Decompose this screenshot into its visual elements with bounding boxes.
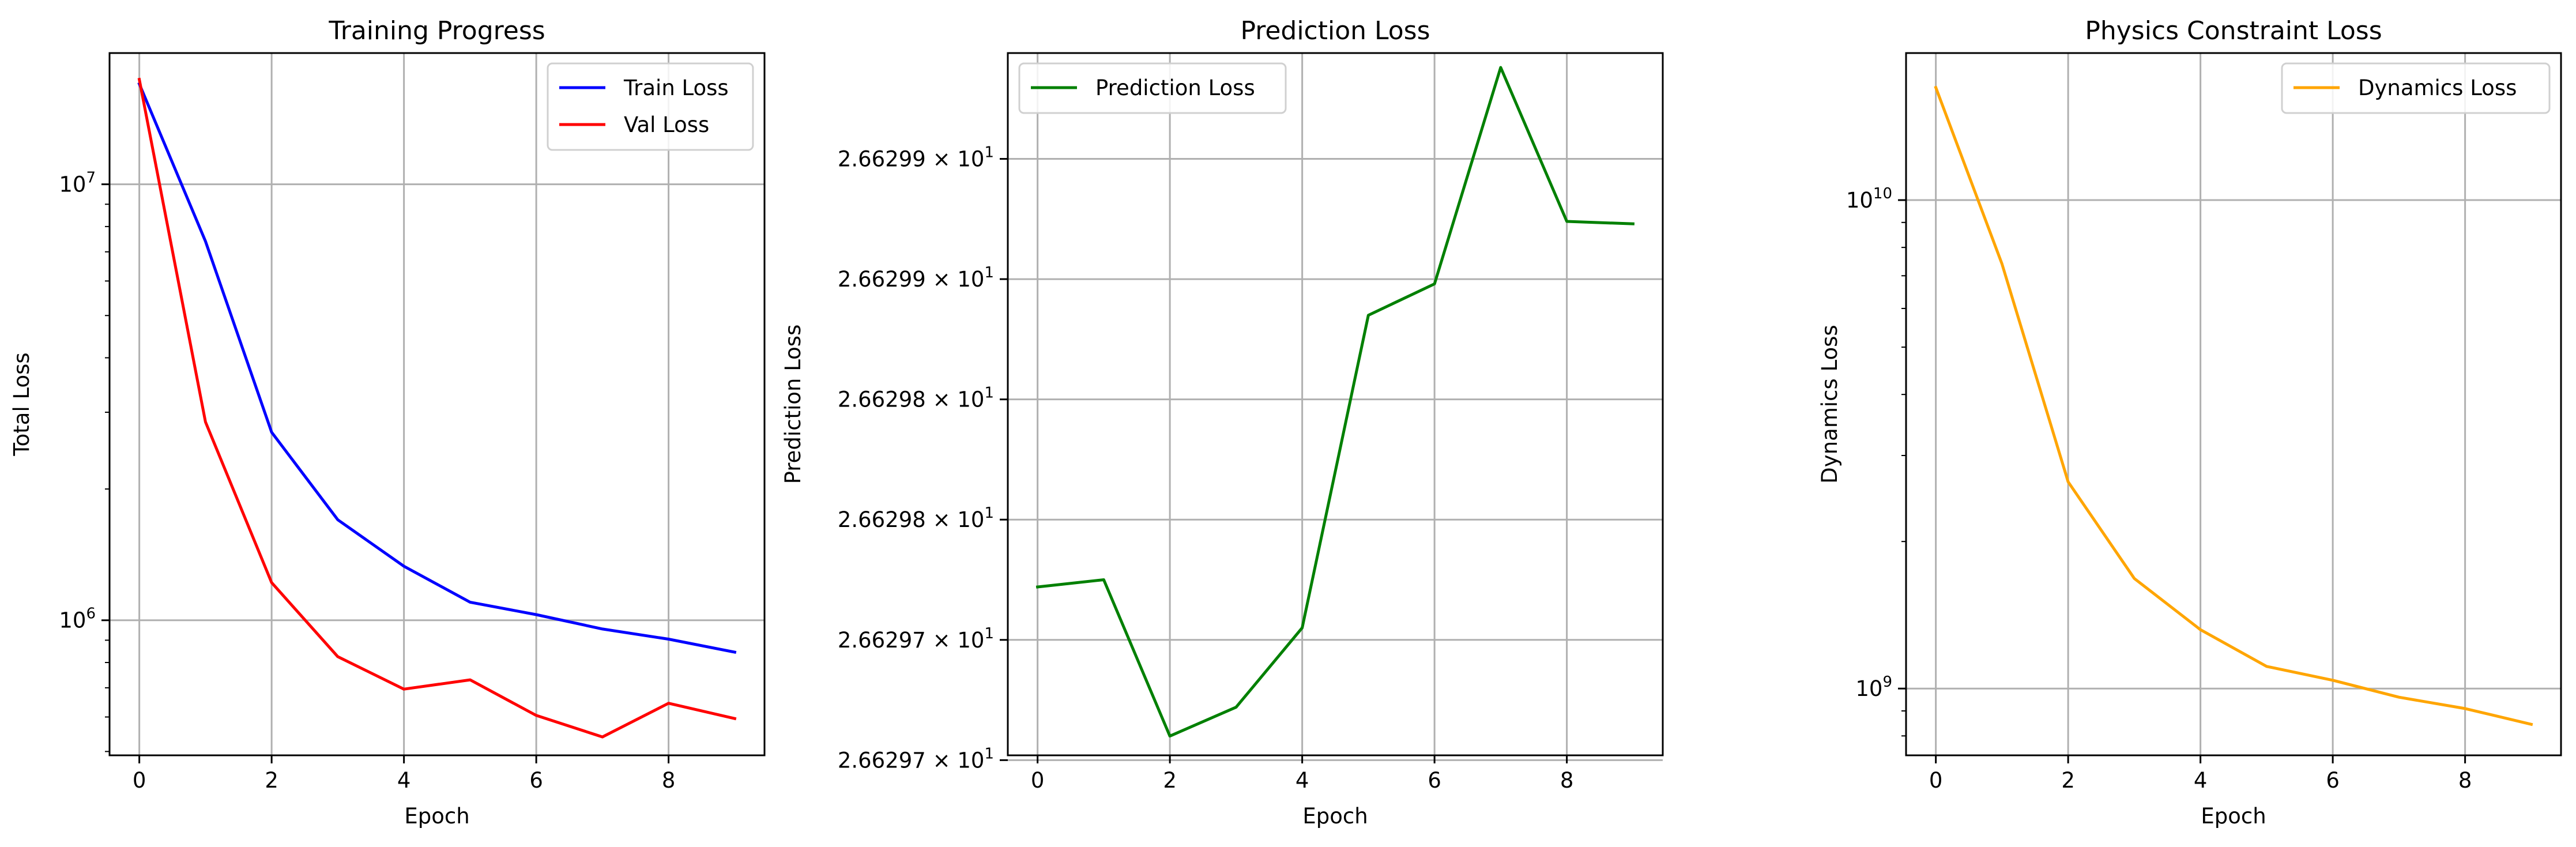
y-axis-label: Total Loss <box>9 352 34 456</box>
legend: Prediction Loss <box>1018 62 1287 114</box>
y-tick-label: 2.66298 × 101 <box>838 505 994 532</box>
x-tick-label: 2 <box>2061 768 2075 793</box>
chart-panel-prediction-loss: 0 2 4 6 8 2.66299 × 101 2.66299 × 101 2.66298 ×… <box>781 16 1664 829</box>
x-tick-label: 0 <box>1031 768 1045 793</box>
chart-title: Training Progress <box>328 16 545 46</box>
legend-box <box>2281 62 2551 114</box>
y-tick-label: 1010 <box>1846 185 1892 213</box>
series-line-val-loss <box>137 77 737 739</box>
x-tick-label: 8 <box>662 768 676 793</box>
chart-panel-physics-constraint-loss: 0 2 4 6 8 1010 109 Physics Constraint Loss Epoch… <box>1817 16 2562 829</box>
x-tick-label: 4 <box>2194 768 2208 793</box>
series-line-dynamics-loss <box>1934 85 2533 726</box>
x-axis-label: Epoch <box>404 804 469 829</box>
y-axis-label: Prediction Loss <box>781 325 805 484</box>
plot-frame <box>108 52 766 756</box>
y-tick-label: 2.66299 × 101 <box>838 264 994 292</box>
x-tick-label: 6 <box>1428 768 1441 793</box>
x-axis-label: Epoch <box>1302 804 1368 829</box>
y-tick-label: 2.66297 × 101 <box>838 745 994 773</box>
legend-box <box>1018 62 1287 114</box>
x-axis-label: Epoch <box>2201 804 2266 829</box>
x-tick-label: 0 <box>133 768 146 793</box>
plot-frame <box>1905 52 2562 756</box>
x-tick-label: 2 <box>265 768 278 793</box>
y-tick-label: 2.66298 × 101 <box>838 385 994 412</box>
x-tick-label: 8 <box>1560 768 1574 793</box>
x-tick-label: 6 <box>2326 768 2340 793</box>
legend-box <box>547 62 754 151</box>
chart-title: Physics Constraint Loss <box>2085 16 2382 46</box>
y-tick-label: 109 <box>1855 673 1892 701</box>
chart-panel-training-progress: 0 2 4 6 8 107 106 Training Progress Epoch Total L… <box>9 16 766 829</box>
chart-title: Prediction Loss <box>1240 16 1430 46</box>
legend: Train Loss Val Loss <box>547 62 754 151</box>
y-tick-label: 2.66299 × 101 <box>838 144 994 172</box>
y-tick-label: 106 <box>59 605 96 633</box>
legend-label-val-loss: Val Loss <box>624 112 709 137</box>
series-line-prediction-loss <box>1035 66 1635 738</box>
y-axis-label: Dynamics Loss <box>1817 325 1842 483</box>
y-tick-label: 107 <box>59 170 96 197</box>
x-tick-label: 8 <box>2458 768 2472 793</box>
legend: Dynamics Loss <box>2281 62 2551 114</box>
plot-frame <box>1007 52 1664 756</box>
series-line-train-loss <box>137 82 737 654</box>
x-tick-label: 0 <box>1929 768 1943 793</box>
x-tick-label: 6 <box>529 768 543 793</box>
x-tick-label: 2 <box>1163 768 1177 793</box>
x-tick-label: 4 <box>1295 768 1309 793</box>
x-tick-label: 4 <box>397 768 411 793</box>
legend-label-dynamics-loss: Dynamics Loss <box>2358 76 2517 100</box>
legend-label-prediction-loss: Prediction Loss <box>1095 76 1255 100</box>
legend-label-train-loss: Train Loss <box>623 76 729 100</box>
y-tick-label: 2.66297 × 101 <box>838 625 994 653</box>
